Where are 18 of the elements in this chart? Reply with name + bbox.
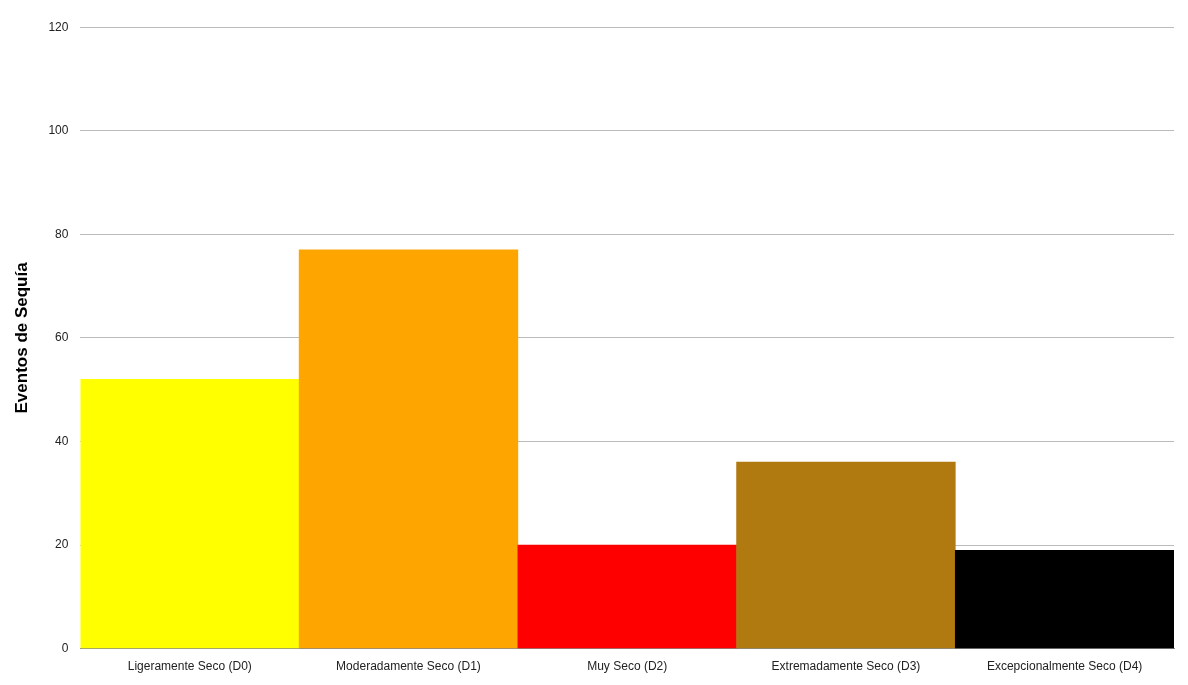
bar [954, 549, 1174, 649]
bar [517, 544, 737, 649]
y-tick-label: 60 [55, 330, 69, 345]
y-tick-label: 80 [55, 226, 69, 241]
y-tick-label: 20 [55, 537, 69, 552]
y-tick-label: 0 [61, 640, 69, 655]
x-tick-label: Excepcionalmente Seco (D4) [986, 659, 1143, 674]
y-tick-label: 120 [48, 19, 69, 34]
x-tick-label: Ligeramente Seco (D0) [127, 659, 252, 674]
y-axis-title: Eventos de Sequía [11, 261, 31, 414]
bar [736, 461, 956, 649]
x-tick-label: Muy Seco (D2) [587, 659, 668, 674]
y-tick-label: 40 [55, 433, 69, 448]
y-tick-label: 100 [48, 123, 69, 138]
bar [298, 249, 519, 649]
x-tick-label: Extremadamente Seco (D3) [771, 659, 921, 674]
bar [80, 379, 300, 649]
x-tick-label: Moderadamente Seco (D1) [336, 659, 481, 674]
